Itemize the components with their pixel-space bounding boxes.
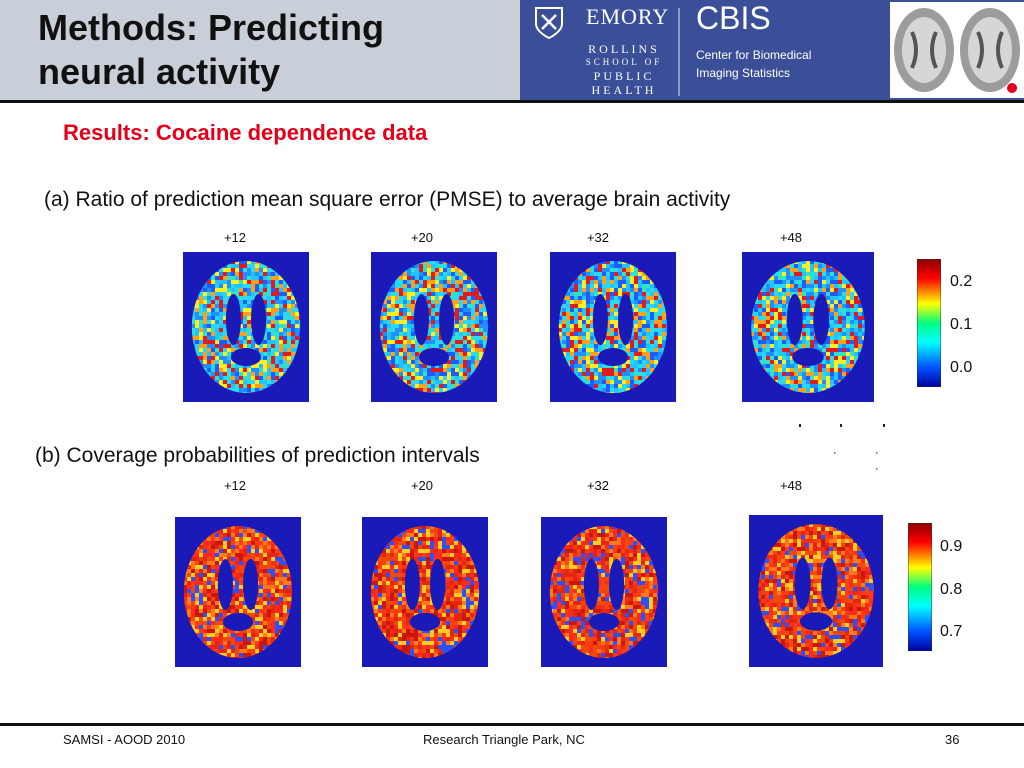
panel-a-slice-label: +32: [586, 230, 610, 245]
panel-b-slice-label: +48: [779, 478, 803, 493]
panel-a-caption: (a) Ratio of prediction mean square erro…: [44, 188, 731, 211]
brain-slice-map: [183, 252, 309, 402]
brain-slice-map: [550, 252, 676, 402]
brain-slice-map: [371, 252, 497, 402]
panel-b-colorbar-tick: 0.7: [940, 623, 963, 640]
panel-b-colorbar-tick: 0.9: [940, 538, 963, 555]
brain-slice-map: [742, 252, 874, 402]
logo-divider: [678, 8, 680, 96]
brain-mri-thumbnail-icon: [890, 2, 1024, 98]
brain-slice-map: [362, 517, 488, 667]
brain-slice-map: [175, 517, 301, 667]
rollins-logo-line-2: SCHOOL OF: [585, 57, 663, 67]
brain-slice-map: [749, 515, 883, 667]
panel-b-slice-label: +12: [223, 478, 247, 493]
footer-center-text: Research Triangle Park, NC: [423, 732, 585, 747]
page-title-line-1: Methods: Predicting: [38, 7, 385, 48]
panel-a-colorbar: [917, 259, 941, 387]
footer-divider: [0, 723, 1024, 726]
panel-a-slice-label: +48: [779, 230, 803, 245]
page-title-line-2: neural activity: [38, 51, 281, 92]
emory-logo-text: EMORY: [586, 4, 670, 29]
panel-a-slice-label: +20: [410, 230, 434, 245]
panel-b-colorbar-tick: 0.8: [940, 581, 963, 598]
header-logo-banner: EMORY ROLLINS SCHOOL OF PUBLIC HEALTH CB…: [520, 0, 1024, 100]
cbis-subtitle-line-1: Center for Biomedical: [696, 48, 812, 62]
rollins-logo-line-3: PUBLIC: [593, 69, 655, 83]
rollins-logo-line-4: HEALTH: [591, 83, 657, 97]
panel-a-colorbar-tick: 0.1: [950, 316, 973, 333]
panel-b-caption: (b) Coverage probabilities of prediction…: [35, 444, 480, 467]
emory-shield-icon: [535, 7, 563, 40]
rollins-logo-line-1: ROLLINS: [588, 42, 660, 56]
header-title-panel: Methods: Predicting neural activity: [0, 0, 520, 100]
panel-b-slice-label: +32: [586, 478, 610, 493]
panel-b-slice-label: +20: [410, 478, 434, 493]
results-subtitle: Results: Cocaine dependence data: [63, 120, 428, 145]
footer-left-text: SAMSI - AOOD 2010: [63, 732, 186, 747]
decorative-dots: [799, 424, 885, 470]
page-title: Methods: Predicting neural activity: [38, 6, 508, 94]
brain-slice-map: [541, 517, 667, 667]
cbis-logo-text: CBIS: [696, 0, 771, 36]
panel-a-colorbar-tick: 0.0: [950, 359, 973, 376]
panel-a-colorbar-tick: 0.2: [950, 273, 973, 290]
page-number: 36: [945, 732, 960, 747]
panel-a-slice-label: +12: [223, 230, 247, 245]
cbis-subtitle-line-2: Imaging Statistics: [696, 66, 791, 80]
panel-b-colorbar: [908, 523, 932, 651]
header-divider: [0, 100, 1024, 103]
